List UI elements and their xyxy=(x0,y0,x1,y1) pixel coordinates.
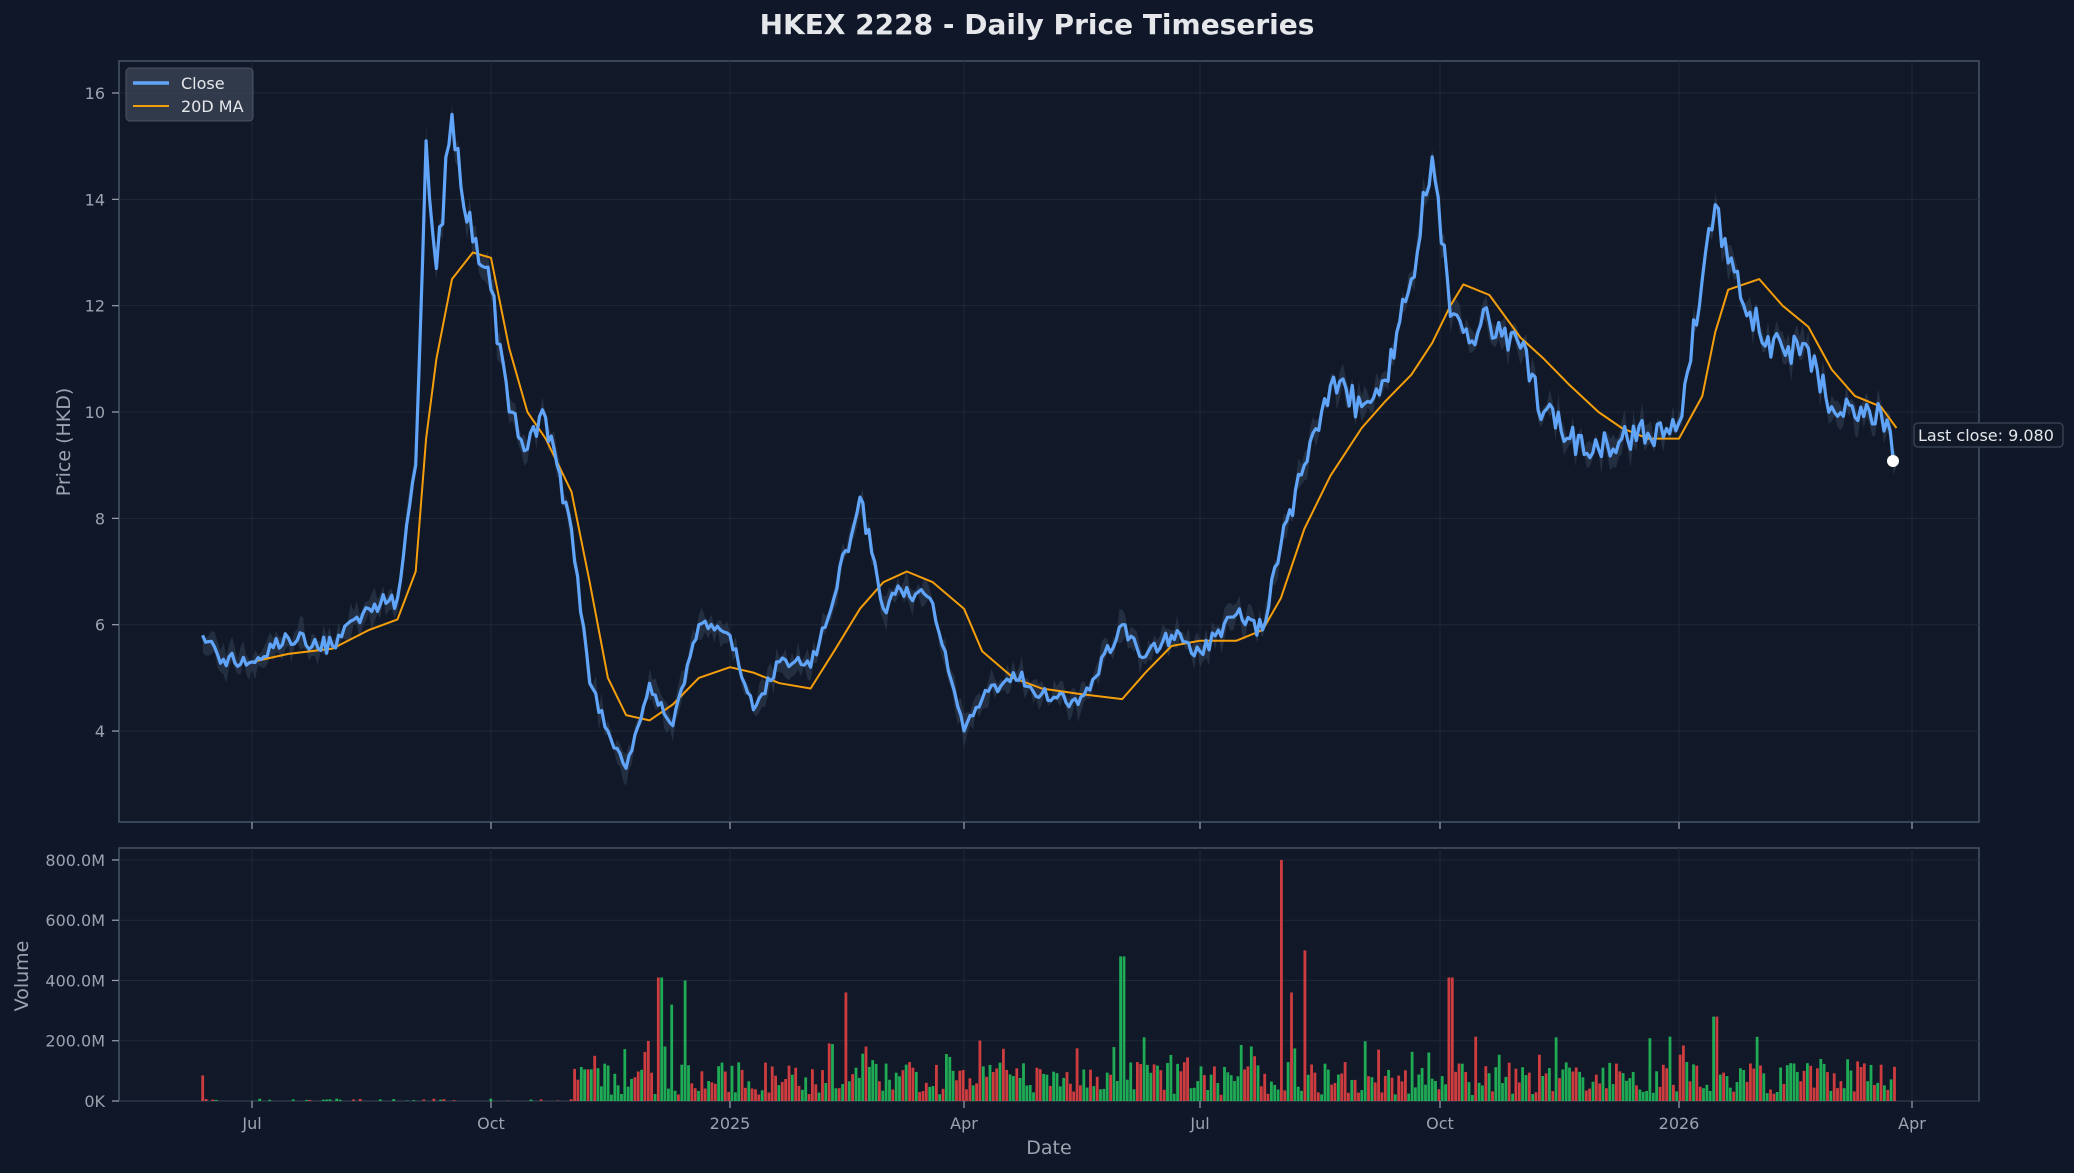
svg-text:Jul: Jul xyxy=(1189,1114,1209,1133)
svg-text:Oct: Oct xyxy=(477,1114,505,1133)
svg-text:Oct: Oct xyxy=(1426,1114,1454,1133)
svg-text:600.0M: 600.0M xyxy=(45,911,105,930)
volume-axis-label: Volume xyxy=(11,941,33,1012)
price-axis-label: Price (HKD) xyxy=(53,388,75,497)
close-line xyxy=(201,112,1898,770)
svg-text:6: 6 xyxy=(95,616,105,635)
chart-title: HKEX 2228 - Daily Price Timeseries xyxy=(759,8,1315,41)
price-grid xyxy=(119,61,1979,822)
legend-close-label: Close xyxy=(181,74,225,93)
svg-text:2026: 2026 xyxy=(1659,1114,1700,1133)
svg-text:14: 14 xyxy=(85,190,105,209)
svg-text:800.0M: 800.0M xyxy=(45,851,105,870)
price-panel xyxy=(118,60,1980,823)
svg-text:Apr: Apr xyxy=(1898,1114,1926,1133)
svg-text:200.0M: 200.0M xyxy=(45,1032,105,1051)
svg-text:0K: 0K xyxy=(84,1092,105,1111)
svg-text:12: 12 xyxy=(85,297,105,316)
volume-y-axis: 0K 200.0M 400.0M 600.0M 800.0M xyxy=(45,851,119,1111)
svg-text:400.0M: 400.0M xyxy=(45,971,105,990)
svg-text:4: 4 xyxy=(95,722,105,741)
svg-text:Jul: Jul xyxy=(241,1114,261,1133)
price-y-axis: 4 6 8 10 12 14 16 xyxy=(85,84,119,741)
legend-ma-label: 20D MA xyxy=(181,97,244,116)
last-close-marker xyxy=(1887,455,1899,467)
svg-text:Apr: Apr xyxy=(950,1114,978,1133)
volume-panel xyxy=(118,847,1980,1102)
svg-text:16: 16 xyxy=(85,84,105,103)
x-axis: Jul Oct 2025 Apr Jul Oct 2026 Apr xyxy=(241,822,1926,1133)
svg-text:8: 8 xyxy=(95,509,105,528)
legend: Close 20D MA xyxy=(125,67,254,122)
x-axis-label: Date xyxy=(1026,1137,1071,1159)
volume-bars xyxy=(201,860,1896,1101)
svg-text:2025: 2025 xyxy=(710,1114,751,1133)
svg-text:10: 10 xyxy=(85,403,105,422)
svg-text:Last close: 9.080: Last close: 9.080 xyxy=(1918,426,2054,445)
last-close-annotation: Last close: 9.080 xyxy=(1913,422,2064,448)
